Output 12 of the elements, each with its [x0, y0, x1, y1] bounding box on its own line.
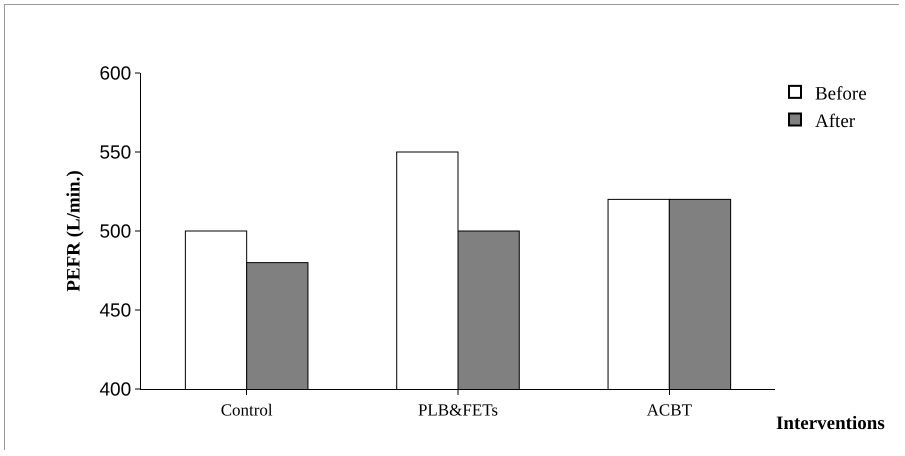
y-tick-label: 500 — [99, 222, 132, 243]
legend-label: Before — [815, 83, 867, 104]
y-tick-label: 600 — [99, 64, 132, 85]
y-tick-label: 400 — [99, 380, 132, 401]
x-tick-label: PLB&FETs — [418, 400, 498, 420]
y-axis-title: PEFR (L/min.) — [63, 170, 84, 292]
x-axis-title: Interventions — [776, 413, 885, 434]
x-tick-label: Control — [220, 400, 273, 420]
y-tick-label: 450 — [99, 300, 132, 322]
legend-label: After — [815, 110, 856, 132]
x-tick-label: ACBT — [646, 400, 693, 420]
y-tick-label: 550 — [99, 142, 132, 164]
